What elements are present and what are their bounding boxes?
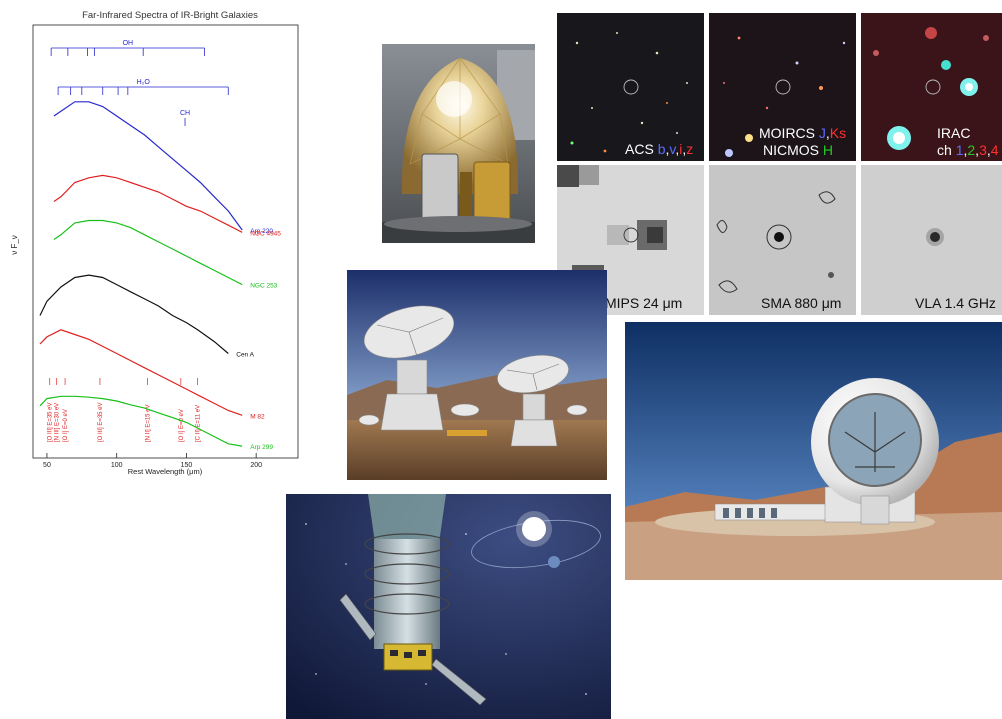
mips-label: MIPS 24 μm [605,295,683,311]
moircs-label-line2: NICMOS H [763,142,834,158]
acs-label: ACS b,v,i,z [625,141,694,157]
series-label: M 82 [250,413,265,420]
series-line [53,101,243,231]
acs-band-v: v [669,141,676,157]
series-line [53,174,243,233]
series-line [53,219,243,286]
band-label: OH [123,40,134,47]
multiwavelength-image-grid: ACS b,v,i,z MOIRCS J,Ks NICMOS H [557,13,1002,315]
y-axis-label: ν F_ν [10,235,19,255]
series-label: NGC 253 [250,283,277,290]
irac-ch4: 4 [990,142,999,158]
space-telescope-illustration [286,494,611,719]
fine-structure-line-markers: [O III] E=35 eV [N III] E=30 eV [O I] E=0 … [48,378,202,442]
moircs-band-ks: Ks [829,125,847,141]
vla-thumbnail: VLA 1.4 GHz [861,165,1002,315]
irac-thumbnail: IRAC ch 1,2,3,4 [861,13,1002,161]
fs-line-label: [N III] E=30 eV [55,403,61,442]
acs-band-b: b [657,141,666,157]
irac-ch3: 3 [979,142,987,158]
series-label: NGC 4945 [250,230,281,237]
moircs-thumbnail: MOIRCS J,Ks NICMOS H [709,13,856,161]
spectra-chart: Far-Infrared Spectra of IR-Bright Galaxi… [10,10,299,476]
chart-title: Far-Infrared Spectra of IR-Bright Galaxi… [82,10,258,21]
nicmos-band-h: H [822,142,834,158]
observatory-dome-illustration [625,322,1002,580]
sma-thumbnail: SMA 880 μm [709,165,856,315]
antenna-array-illustration [347,270,607,480]
x-axis-ticks: 50 100 150 200 [43,453,262,469]
fs-line-label: [O III] E=35 eV [98,402,104,442]
fs-line-label: [C II] E=11 eV [196,405,202,442]
irac-ch1: 1 [955,142,964,158]
fs-line-label: [N II] E=15 eV [145,404,151,442]
irac-ch2: 2 [967,142,976,158]
band-label: CH [180,110,190,117]
acs-band-z: z [686,141,694,157]
series-line [39,274,229,354]
acs-thumbnail: ACS b,v,i,z [557,13,704,161]
instrument-cryostat-photo [382,44,535,243]
irac-label-line2: ch 1,2,3,4 [937,142,999,158]
moircs-label-line1: MOIRCS J,Ks [759,125,847,141]
x-tick-label: 100 [111,462,123,469]
moircs-band-j: J [818,125,826,141]
x-axis-label: Rest Wavelength (μm) [128,467,203,476]
acs-band-i: i [679,141,683,157]
fs-line-label: [O I] E=0 eV [63,409,69,442]
sma-label: SMA 880 μm [761,295,842,311]
series-label: Cen A [236,352,254,359]
band-label: H₂O [137,79,151,86]
vla-label: VLA 1.4 GHz [915,295,996,311]
spectra-chart-panel: Far-Infrared Spectra of IR-Bright Galaxi… [0,0,315,485]
chart-frame [32,24,299,459]
irac-label-line1: IRAC [937,125,971,141]
series-line [39,395,243,447]
x-tick-label: 200 [250,462,262,469]
fs-line-label: [O III] E=35 eV [48,402,54,442]
x-tick-label: 50 [43,462,51,469]
molecular-band-markers: OH H₂O CH [50,40,229,126]
series-label: Arp 299 [250,444,273,451]
fs-line-label: [O I] E=0 eV [179,409,185,442]
series-label: Arp 220 [250,228,273,235]
x-tick-label: 150 [181,462,193,469]
series-line [39,329,243,416]
